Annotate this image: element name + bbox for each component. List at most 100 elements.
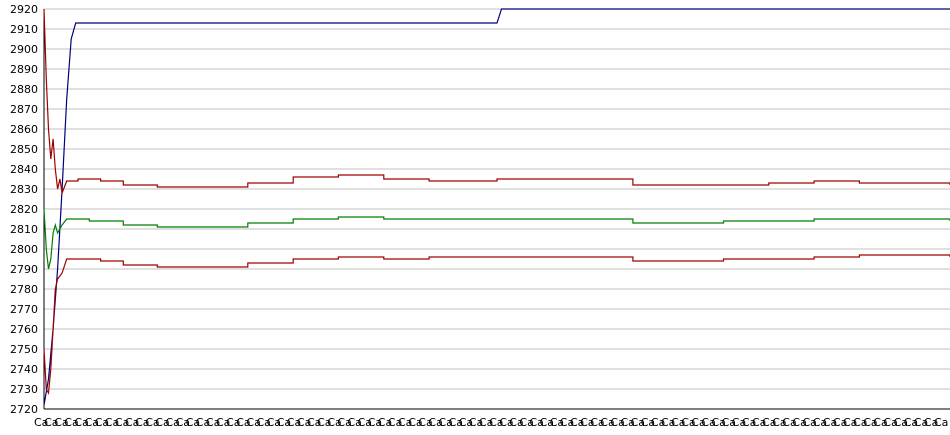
x-tick-label: Ca (307, 416, 321, 429)
y-axis-tick-labels: 2720 2730 2740 2750 2760 2770 2780 2790 2800 2810… (10, 3, 38, 416)
x-tick-label: Ca (206, 416, 220, 429)
x-tick-label: Ca (661, 416, 675, 429)
x-tick-label: Ca (631, 416, 645, 429)
x-tick-label: Ca (216, 416, 230, 429)
x-tick-label: Ca (823, 416, 837, 429)
x-tick-label: Ca (873, 416, 887, 429)
x-tick-label: Ca (863, 416, 877, 429)
x-tick-label: Ca (287, 416, 301, 429)
x-tick-label: Ca (358, 416, 372, 429)
x-tick-label: Ca (44, 416, 58, 429)
x-tick-label: Ca (459, 416, 473, 429)
x-tick-label: Ca (186, 416, 200, 429)
x-tick-label: Ca (166, 416, 180, 429)
x-tick-label: Ca (762, 416, 776, 429)
series-line-1 (43, 8, 950, 196)
x-tick-label: Ca (277, 416, 291, 429)
x-tick-label: Ca (115, 416, 129, 429)
x-tick-label: Ca (428, 416, 442, 429)
x-tick-label: Ca (155, 416, 169, 429)
x-tick-label: Ca (145, 416, 159, 429)
y-tick-label: 2780 (10, 283, 38, 296)
x-tick-label: Ca (257, 416, 271, 429)
x-tick-label: Ca (509, 416, 523, 429)
x-tick-label: Ca (621, 416, 635, 429)
x-tick-label: Ca (722, 416, 736, 429)
x-tick-label: Ca (64, 416, 78, 429)
x-tick-label: Ca (85, 416, 99, 429)
x-tick-label: Ca (327, 416, 341, 429)
y-tick-label: 2860 (10, 123, 38, 136)
x-tick-label: Ca (590, 416, 604, 429)
x-tick-label: Ca (196, 416, 210, 429)
x-tick-label: Ca (813, 416, 827, 429)
series-lines (43, 8, 950, 406)
x-tick-label: Ca (540, 416, 554, 429)
series-line-2 (43, 208, 950, 270)
x-tick-label: Ca (449, 416, 463, 429)
y-tick-label: 2810 (10, 223, 38, 236)
x-tick-label: Ca (74, 416, 88, 429)
x-tick-label: Ca (924, 416, 938, 429)
x-tick-label: Ca (408, 416, 422, 429)
x-tick-label: Ca (236, 416, 250, 429)
x-tick-label: Ca (914, 416, 928, 429)
x-tick-label: Ca (580, 416, 594, 429)
x-tick-label: Ca (398, 416, 412, 429)
y-tick-label: 2760 (10, 323, 38, 336)
x-tick-label: Ca (600, 416, 614, 429)
x-tick-label: Ca (337, 416, 351, 429)
x-tick-label: Ca (833, 416, 847, 429)
x-tick-label: Ca (378, 416, 392, 429)
y-tick-label: 2880 (10, 83, 38, 96)
y-tick-label: 2720 (10, 403, 38, 416)
y-tick-label: 2920 (10, 3, 38, 16)
x-tick-label: Ca (135, 416, 149, 429)
x-tick-label: Ca (883, 416, 897, 429)
x-tick-label: Ca (792, 416, 806, 429)
x-tick-label: Ca (469, 416, 483, 429)
x-tick-label: Ca (297, 416, 311, 429)
y-tick-label: 2790 (10, 263, 38, 276)
x-tick-label: Ca (479, 416, 493, 429)
x-tick-label: Ca (317, 416, 331, 429)
x-tick-label: Ca (418, 416, 432, 429)
series-line-0 (43, 8, 950, 406)
x-tick-label: Ca (54, 416, 68, 429)
x-tick-label: Ca (752, 416, 766, 429)
x-tick-label: Ca (530, 416, 544, 429)
y-tick-label: 2800 (10, 243, 38, 256)
y-tick-label: 2770 (10, 303, 38, 316)
x-tick-label: Ca (176, 416, 190, 429)
x-tick-label: Ca (772, 416, 786, 429)
y-tick-label: 2840 (10, 163, 38, 176)
x-tick-label: Ca (803, 416, 817, 429)
x-tick-label: Ca (681, 416, 695, 429)
x-tick-label: Ca (489, 416, 503, 429)
x-tick-label: Ca (267, 416, 281, 429)
y-tick-label: 2830 (10, 183, 38, 196)
series-line-3 (43, 254, 950, 395)
x-tick-label: Ca (519, 416, 533, 429)
x-tick-label: Ca (125, 416, 139, 429)
x-tick-label: Ca (95, 416, 109, 429)
x-tick-label: Ca (34, 416, 48, 429)
y-tick-label: 2900 (10, 43, 38, 56)
y-tick-label: 2730 (10, 383, 38, 396)
y-tick-label: 2820 (10, 203, 38, 216)
x-tick-label: Ca (934, 416, 948, 429)
x-tick-label: Ca (742, 416, 756, 429)
x-tick-label: Ca (691, 416, 705, 429)
x-tick-label: Ca (782, 416, 796, 429)
x-tick-label: Ca (246, 416, 260, 429)
x-tick-label: Ca (732, 416, 746, 429)
x-tick-label: Ca (701, 416, 715, 429)
x-tick-label: Ca (439, 416, 453, 429)
x-tick-label: Ca (550, 416, 564, 429)
y-tick-label: 2910 (10, 23, 38, 36)
x-tick-label: Ca (671, 416, 685, 429)
x-tick-label: Ca (853, 416, 867, 429)
x-axis-tick-labels: CaCaCaCaCaCaCaCaCaCaCaCaCaCaCaCaCaCaCaCa… (34, 416, 948, 429)
x-tick-label: Ca (499, 416, 513, 429)
